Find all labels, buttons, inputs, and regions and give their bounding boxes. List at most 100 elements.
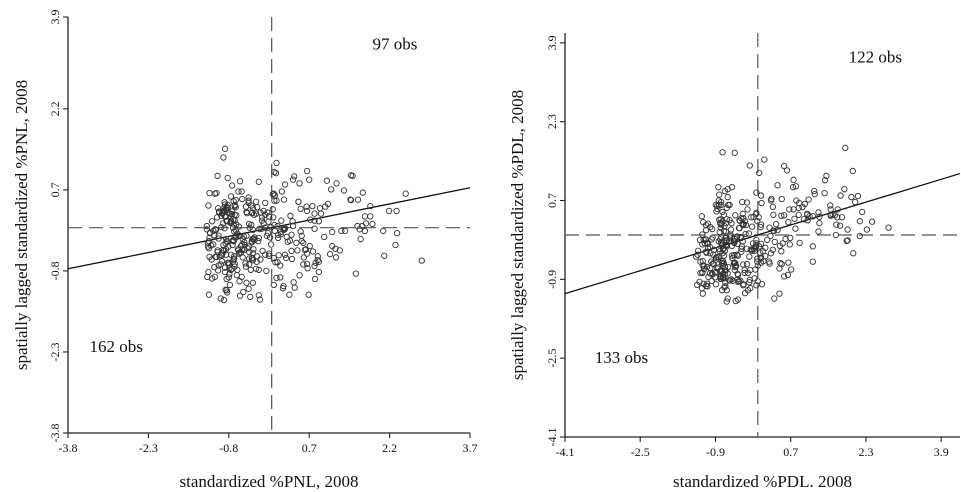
data-point [264,209,271,216]
data-point [707,250,714,257]
data-point [241,239,248,246]
data-point [206,253,213,261]
data-point [218,224,225,231]
data-point [269,206,276,213]
data-point [293,239,300,246]
data-point [278,217,285,224]
data-point [303,207,311,215]
data-point [222,206,230,214]
data-point [226,271,233,278]
x-tick-label: 2.2 [382,441,397,455]
data-point [238,273,245,281]
data-point [333,180,340,187]
data-point [215,235,222,242]
data-point [270,214,277,221]
data-point [300,254,307,261]
data-point [315,268,322,276]
data-point [739,210,746,217]
data-point [757,255,764,262]
data-point [816,220,823,227]
data-point [754,218,761,225]
data-point [851,198,859,206]
data-point [340,187,348,194]
data-point [766,224,773,231]
data-point [291,173,298,180]
data-point [287,212,294,219]
data-point [289,222,297,230]
data-point [746,253,753,260]
data-point [694,251,701,258]
data-point [362,220,370,227]
data-point [707,223,714,231]
data-point [811,190,818,198]
data-point [211,190,219,197]
data-point [767,232,774,240]
data-point [735,278,743,285]
data-point [210,241,217,248]
data-point [227,266,235,273]
data-point [249,226,257,234]
data-point [740,281,747,288]
data-point [774,226,781,234]
data-point [746,276,753,283]
data-point [728,276,735,283]
data-point [272,169,280,177]
data-point [217,295,224,302]
data-point [323,177,331,184]
y-tick-label: 2.3 [545,114,559,129]
data-point [235,250,243,257]
data-point [738,215,745,222]
data-point [243,209,251,217]
data-point [788,266,795,273]
data-point [278,188,286,195]
x-tick-label: -0.9 [706,445,725,459]
data-point [771,238,778,246]
data-point [252,198,260,205]
data-point [754,262,761,269]
data-point [739,198,746,206]
data-point [697,269,704,277]
points-group [203,145,425,304]
data-point [787,234,794,242]
points-group [693,144,892,305]
data-point [338,227,345,235]
data-point [393,207,400,215]
data-point [815,209,822,216]
data-point [856,232,863,240]
data-point [228,182,236,189]
data-point [300,239,307,246]
data-point [725,263,732,271]
data-point [212,226,219,233]
data-point [823,172,830,180]
data-point [361,213,369,220]
data-point [328,186,335,193]
data-point [742,230,749,238]
data-point [347,196,354,203]
data-point [271,221,278,229]
data-point [809,258,816,265]
data-point [850,250,857,257]
data-point [821,189,828,197]
data-point [734,252,742,259]
data-point [707,264,714,272]
obs-count-label: 162 obs [90,337,143,356]
data-point [235,188,242,195]
data-point [762,244,769,251]
data-point [295,198,302,205]
data-point [728,184,736,191]
data-point [789,184,797,191]
data-point [800,216,808,223]
data-point [748,214,755,221]
data-point [231,255,238,262]
data-point [267,241,275,248]
data-point [270,190,277,197]
data-point [230,221,237,228]
data-point [718,242,726,249]
data-point [778,248,785,255]
data-point [270,254,277,262]
x-axis-title: standardized %PNL, 2008 [180,472,359,491]
data-point [785,219,792,226]
y-tick-label: 2.2 [48,101,62,116]
data-point [804,211,811,218]
